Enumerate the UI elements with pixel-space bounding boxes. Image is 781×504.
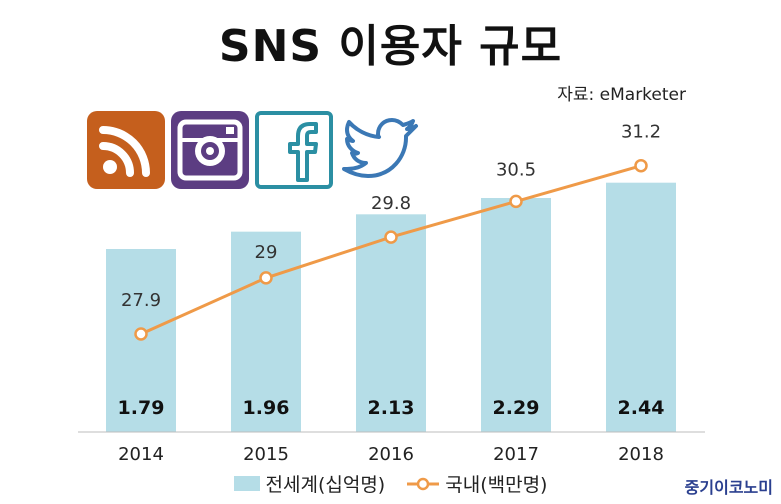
line-value-label: 30.5 — [496, 159, 536, 180]
twitter-icon — [342, 118, 418, 178]
bar — [606, 182, 676, 432]
x-tick-label: 2015 — [243, 444, 289, 465]
chart-title: SNS 이용자 규모 — [218, 21, 563, 72]
rss-icon — [87, 111, 165, 189]
instagram-icon — [171, 111, 249, 189]
bar-value-label: 2.29 — [493, 397, 540, 419]
bar-value-label: 1.79 — [118, 397, 165, 419]
bar — [231, 231, 301, 432]
bar — [481, 198, 551, 432]
line-point — [134, 327, 148, 341]
legend-line-label: 국내(백만명) — [445, 474, 548, 496]
line-value-label: 31.2 — [621, 122, 661, 143]
line-value-label: 27.9 — [121, 290, 161, 311]
bar — [356, 214, 426, 432]
line-point — [259, 271, 273, 285]
bar-value-label: 1.96 — [243, 397, 290, 419]
line-point — [384, 230, 398, 244]
legend-line-swatch — [407, 477, 440, 490]
bar-value-label: 2.44 — [618, 397, 665, 419]
bar-value-label: 2.13 — [368, 397, 415, 419]
source-note: 자료: eMarketer — [557, 85, 686, 105]
legend-bar-label: 전세계(십억명) — [265, 474, 386, 496]
legend-bar-swatch — [233, 476, 260, 491]
legend: 전세계(십억명) 국내(백만명) — [0, 470, 781, 497]
line-value-label: 29 — [255, 242, 278, 263]
line-point — [509, 194, 523, 209]
x-tick-label: 2018 — [618, 444, 664, 465]
x-tick-label: 2014 — [118, 444, 164, 465]
x-tick-label: 2017 — [493, 444, 539, 465]
legend-item-line: 국내(백만명) — [407, 470, 547, 497]
legend-item-bar: 전세계(십억명) — [233, 470, 386, 497]
x-tick-label: 2016 — [368, 444, 414, 465]
brand-logo: 중기이코노미 — [684, 478, 773, 497]
line-value-label: 29.8 — [371, 193, 411, 214]
line-point — [634, 158, 648, 173]
facebook-icon — [255, 111, 333, 189]
